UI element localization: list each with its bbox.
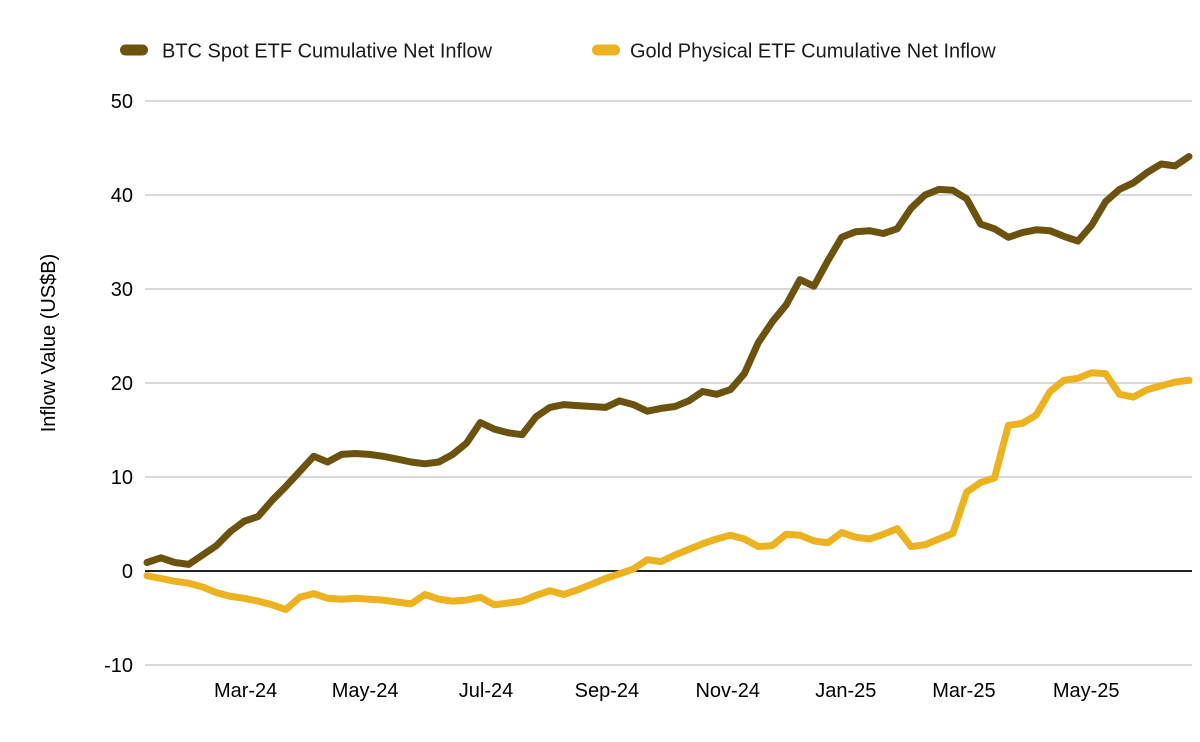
y-tick-label-20: 20: [111, 373, 133, 395]
gridlines-group: [145, 100, 1192, 666]
btc-spot-etf-cumulative-net-inflow-line: [143, 153, 1193, 568]
x-tick-label-Mar-25: Mar-25: [932, 680, 995, 702]
x-tick-label-Mar-24: Mar-24: [214, 680, 277, 702]
legend-item-btc: BTC Spot ETF Cumulative Net Inflow: [120, 41, 493, 63]
gold-legend-label: Gold Physical ETF Cumulative Net Inflow: [630, 41, 996, 63]
data-series-group: [143, 153, 1193, 613]
x-tick-label-May-25: May-25: [1053, 680, 1120, 702]
y-axis-title: Inflow Value (US$B): [38, 254, 60, 433]
y-axis-tick-labels: 50 40 30 20 10 0 -10: [104, 91, 133, 677]
gold-legend-swatch-icon: [592, 44, 620, 56]
x-tick-label-Jul-24: Jul-24: [459, 680, 513, 702]
legend: BTC Spot ETF Cumulative Net Inflow Gold …: [120, 41, 996, 63]
y-tick-label-50: 50: [111, 91, 133, 113]
y-tick-label-10: 10: [111, 467, 133, 489]
y-tick-label--10: -10: [104, 655, 133, 677]
gold-physical-etf-cumulative-net-inflow-line: [143, 369, 1193, 613]
btc-legend-label: BTC Spot ETF Cumulative Net Inflow: [162, 41, 493, 63]
x-tick-label-Jan-25: Jan-25: [815, 680, 876, 702]
x-axis-tick-labels: Mar-24 May-24 Jul-24 Sep-24 Nov-24 Jan-25 Mar-…: [214, 680, 1120, 702]
legend-item-gold: Gold Physical ETF Cumulative Net Inflow: [592, 41, 996, 63]
x-tick-label-Sep-24: Sep-24: [575, 680, 640, 702]
btc-legend-swatch-icon: [120, 44, 148, 56]
x-tick-label-Nov-24: Nov-24: [695, 680, 759, 702]
x-tick-label-May-24: May-24: [332, 680, 399, 702]
y-tick-label-30: 30: [111, 279, 133, 301]
y-tick-label-40: 40: [111, 185, 133, 207]
y-tick-label-0: 0: [122, 561, 133, 583]
